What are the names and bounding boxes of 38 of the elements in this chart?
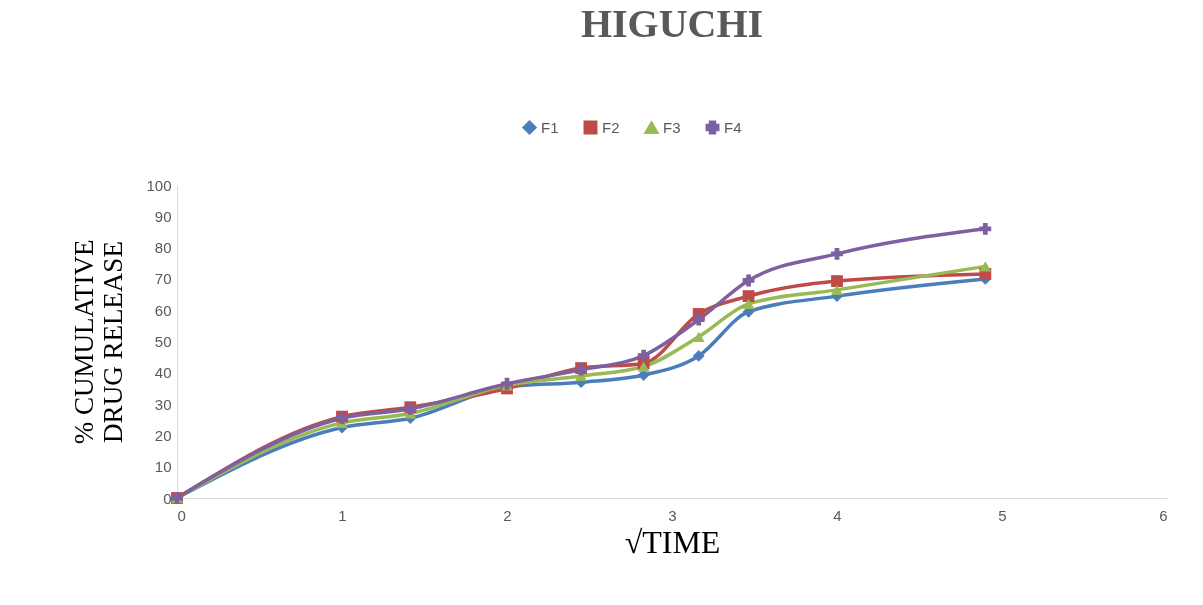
x-axis-title: √TIME — [624, 523, 721, 560]
y-tick-label: 30 — [154, 395, 172, 413]
x-tick-label: 6 — [1159, 506, 1168, 524]
y-axis-title: % CUMULATIVE DRUG RELEASE — [69, 239, 129, 445]
point — [742, 274, 755, 287]
point — [637, 349, 650, 362]
y-tick-label: 80 — [154, 239, 172, 257]
y-tick-label: 50 — [154, 333, 172, 350]
legend-label: F2 — [602, 118, 620, 136]
legend-label: F1 — [541, 118, 559, 136]
point — [742, 290, 755, 303]
point — [692, 331, 705, 342]
point — [979, 222, 992, 235]
x-tick-label: 4 — [833, 506, 842, 524]
y-tick-label: 60 — [154, 301, 172, 319]
y-tick-label: 10 — [154, 458, 172, 476]
y-tick-label: 0 — [163, 489, 172, 507]
point — [979, 261, 992, 272]
y-tick-label: 100 — [146, 176, 172, 194]
legend-label: F4 — [724, 118, 742, 136]
point — [831, 275, 843, 288]
y-tick-label: 20 — [154, 426, 172, 444]
x-tick-label: 0 — [177, 506, 186, 524]
y-tick-label: 70 — [154, 270, 172, 288]
point — [831, 284, 843, 295]
point — [742, 298, 755, 310]
x-tick-label: 3 — [668, 506, 677, 524]
legend-label: F3 — [663, 118, 681, 136]
point — [637, 361, 650, 372]
x-tick-label: 5 — [998, 506, 1007, 524]
point — [831, 247, 843, 260]
chart-title: HIGUCHI — [580, 1, 764, 46]
point — [692, 313, 705, 326]
x-tick-label: 2 — [503, 506, 512, 524]
y-tick-label: 40 — [154, 364, 172, 382]
point — [692, 349, 705, 362]
x-tick-label: 1 — [338, 506, 347, 524]
y-tick-label: 90 — [154, 207, 172, 225]
